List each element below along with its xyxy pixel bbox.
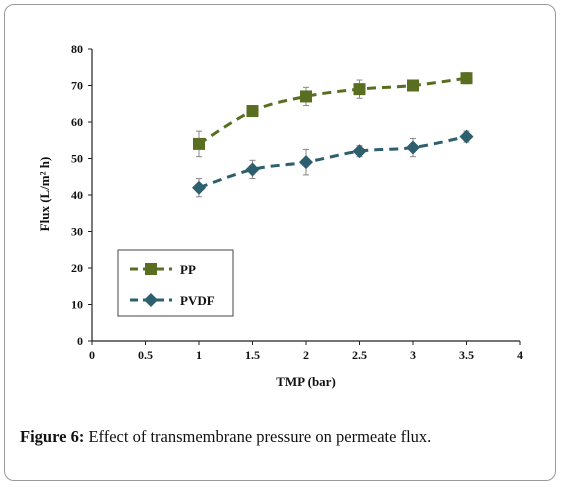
figure-caption-label: Figure 6: (20, 427, 85, 446)
chart-series (192, 72, 474, 198)
y-tick-label: 80 (71, 42, 83, 56)
legend-label-pvdf: PVDF (180, 293, 215, 308)
data-point-pp (407, 79, 419, 92)
figure-caption-text: Effect of transmembrane pressure on perm… (84, 427, 432, 446)
x-tick-label: 2 (303, 348, 309, 362)
series-pvdf (192, 129, 474, 198)
x-tick-label: 3 (410, 348, 416, 362)
legend-label-pp: PP (180, 262, 196, 277)
y-tick-label: 30 (71, 225, 83, 239)
data-point-pvdf (459, 129, 474, 144)
x-tick-label: 3.5 (459, 348, 474, 362)
chart-legend: PP PVDF (117, 249, 234, 317)
y-tick-label: 20 (71, 261, 83, 275)
data-point-pvdf (352, 144, 367, 159)
data-point-pp (460, 72, 473, 85)
data-point-pp (353, 83, 366, 96)
data-point-pp (246, 105, 259, 118)
y-tick-label: 50 (71, 152, 83, 166)
y-tick-label: 10 (71, 298, 83, 312)
y-tick-label: 40 (71, 188, 83, 202)
data-point-pp (300, 90, 312, 103)
x-tick-label: 0.5 (138, 348, 153, 362)
y-axis-label: Flux (L/m² h) (37, 157, 52, 232)
legend-swatch-marker (144, 293, 158, 307)
legend-box (117, 249, 234, 317)
x-axis-label: TMP (bar) (276, 374, 336, 389)
x-tick-label: 2.5 (352, 348, 367, 362)
legend-item-pvdf: PVDF (130, 293, 215, 308)
y-tick-label: 60 (71, 115, 83, 129)
data-point-pvdf (245, 162, 260, 177)
data-point-pvdf (192, 180, 206, 195)
legend-item-pp: PP (130, 262, 196, 277)
y-tick-label: 70 (71, 79, 83, 93)
x-tick-label: 1.5 (245, 348, 260, 362)
x-tick-label: 4 (517, 348, 523, 362)
x-tick-label: 0 (89, 348, 95, 362)
series-line-pp (198, 76, 467, 146)
figure-caption: Figure 6: Effect of transmembrane pressu… (20, 427, 540, 447)
series-line-pvdf (198, 135, 467, 190)
x-tick-label: 1 (196, 348, 202, 362)
data-point-pp (193, 137, 205, 150)
data-point-pvdf (406, 140, 420, 155)
chart-axes: 0 10 20 30 40 50 60 70 80 0 0.5 1 1.5 2 2.5 3 3.5 4 (71, 42, 523, 362)
legend-swatch-marker (145, 263, 157, 275)
data-point-pvdf (299, 155, 313, 170)
series-pp (193, 72, 473, 158)
y-tick-label: 0 (77, 334, 83, 348)
